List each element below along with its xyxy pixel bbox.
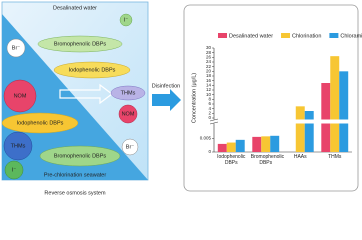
y-tick-label: 28 [206,50,212,55]
y-tick-label: 24 [206,59,212,64]
y-tick-label: 22 [206,64,212,69]
bottom-label: Pre-chlorination seawater [44,172,107,178]
caption: Reverse osmosis system [44,190,106,196]
bar [304,111,314,152]
item: NOM [14,93,27,99]
y-tick-label: 16 [206,78,212,83]
bar [235,139,245,152]
y-tick-label: 18 [206,73,212,78]
item: THMs [121,90,136,96]
y-tick-label: 0.005 [200,136,212,141]
x-tick-label: Iodophenolic DBPs [217,154,246,166]
y-tick-label: 2 [208,111,211,116]
y-tick-label: 8 [208,97,211,102]
bar [217,143,227,152]
legend-label: Chlorination [292,33,321,39]
bar [321,83,331,152]
item: Iodophenolic DBPs [17,120,64,126]
bar [270,135,280,152]
items: I⁻ Br⁻ Bromophenolic DBPs Iodophenolic D… [1,13,146,180]
y-tick-label: 4 [208,106,211,111]
bar [261,136,271,152]
y-tick-label: 0 [208,149,211,154]
bar [226,142,236,152]
legend-swatch [329,33,339,38]
y-tick-label: 0 [208,115,211,120]
axis-break [210,119,354,124]
diagram: Desalinated water I⁻ Br⁻ Bromophenolic D… [1,1,362,196]
seawater-region [2,14,148,180]
x-tick-label: THMs [328,154,342,160]
item: Iodophenolic DBPs [69,67,116,73]
y-tick-label: 12 [206,87,212,92]
y-tick-label: 10 [206,92,212,97]
item: I⁻ [12,167,17,173]
item: THMs [11,143,26,149]
process-label: Disinfection [152,83,180,89]
item: I⁻ [124,17,129,23]
top-label: Desalinated water [53,5,97,11]
y-tick-label: 20 [206,69,212,74]
legend-swatch [281,33,291,38]
y-axis-title: Concentration (μg/L) [191,73,197,123]
y-tick-label: 26 [206,55,212,60]
y-tick-label: 6 [208,101,211,106]
x-tick-label: Bromophenolic DBPs [250,154,285,166]
bar [330,56,340,152]
bar [339,71,349,152]
item: Bromophenolic DBPs [54,41,107,47]
legend-swatch [218,33,227,38]
bar [295,106,305,152]
y-tick-label: 30 [206,45,212,50]
x-tick-label: HAAs [293,154,307,160]
item: Bromophenolic DBPs [54,153,107,159]
item: Br⁻ [126,144,135,150]
item: NOM [122,111,135,117]
legend-label: Chloramination [340,33,362,39]
bar [252,136,262,152]
legend-label: Desalinated water [229,33,273,39]
item: Br⁻ [12,45,21,51]
y-tick-label: 14 [206,83,212,88]
break-mark [209,118,219,125]
process-arrow [152,89,181,111]
page: {"left_panel": {"top_label": "Desalinate… [1,1,362,197]
figure: Desalinated water I⁻ Br⁻ Bromophenolic D… [1,1,362,196]
